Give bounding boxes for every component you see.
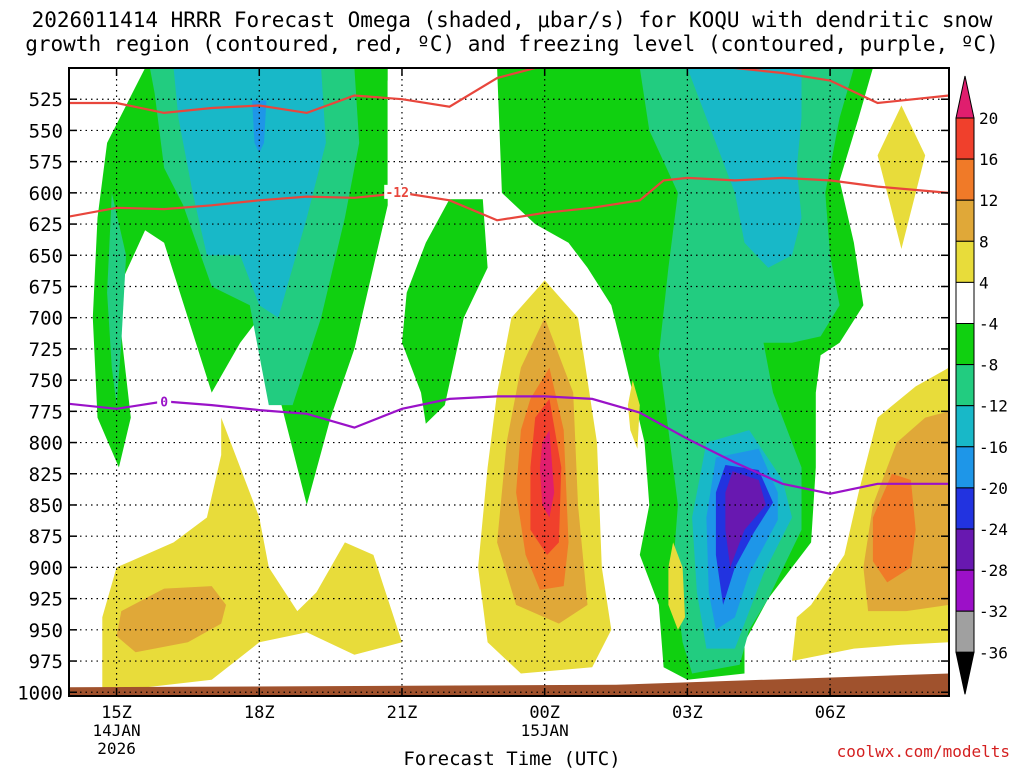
colorbar-label: -16 [979, 438, 1008, 457]
title-line-2: growth region (contoured, red, ºC) and f… [25, 32, 999, 56]
colorbar-box-2 [955, 158, 975, 201]
omega-neg12-east [687, 68, 802, 268]
y-tick-label: 825 [29, 464, 63, 486]
y-tick-label: 800 [29, 433, 63, 455]
x-tick-label: 18Z [244, 703, 275, 723]
series-line-1 [69, 68, 949, 115]
omega-pos4-blip [627, 380, 640, 449]
colorbar-label: -36 [979, 643, 1008, 662]
y-tick-label: 625 [29, 214, 63, 236]
y-tick-label: 975 [29, 651, 63, 673]
omega-pos20-center [539, 430, 555, 518]
colorbar-label: -12 [979, 397, 1008, 416]
x-tick-sublabel: 14JAN [92, 721, 140, 740]
y-tick-label: 850 [29, 495, 63, 517]
y-tick-label: 550 [29, 120, 63, 142]
x-tick-label: 15Z [101, 703, 132, 723]
colorbar-label: -20 [979, 479, 1008, 498]
y-tick-label: 600 [29, 183, 63, 205]
x-tick-label: 03Z [672, 703, 703, 723]
colorbar-bottom-arrow [955, 651, 975, 695]
y-tick-label: 725 [29, 339, 63, 361]
y-tick-label: 525 [29, 89, 63, 111]
colorbar-label: -24 [979, 520, 1008, 539]
colorbar-label: -32 [979, 602, 1008, 621]
y-tick-label: 575 [29, 152, 63, 174]
colorbar: 20 16 12 8 4 -4 -8 -12 -16 -20 -24 -28 -32 -36 [955, 75, 1008, 695]
colorbar-box-12 [955, 569, 975, 612]
y-tick-label: 700 [29, 308, 63, 330]
colorbar-top-arrow [955, 75, 975, 119]
plot-frame [68, 67, 950, 697]
omega-pos4-sw [102, 417, 403, 693]
colorbar-box-4 [955, 240, 975, 283]
series-line-2 [69, 395, 949, 495]
x-tick-label: 21Z [387, 703, 418, 723]
colorbar-label: 8 [979, 232, 989, 251]
colorbar-label: 12 [979, 191, 998, 210]
colorbar-label: -4 [979, 315, 998, 334]
x-tick-label: 00Z [529, 703, 560, 723]
colorbar-box-5 [955, 281, 975, 324]
y-tick-label: 925 [29, 589, 63, 611]
x-tick-sublabel: 15JAN [521, 721, 569, 740]
omega-pos4-blip2 [668, 542, 685, 630]
omega-neutral-gap-2 [492, 180, 500, 200]
x-tick-sublabel-2: 2026 [97, 739, 136, 758]
colorbar-label: -8 [979, 356, 998, 375]
y-tick-label: 950 [29, 620, 63, 642]
y-tick-label: 875 [29, 526, 63, 548]
colorbar-box-3 [955, 199, 975, 242]
y-tick-label: 900 [29, 557, 63, 579]
x-tick-label: 06Z [815, 703, 846, 723]
colorbar-label: -28 [979, 561, 1008, 580]
colorbar-box-6 [955, 323, 975, 366]
y-tick-label: 675 [29, 276, 63, 298]
contour-lines: -12 0 [69, 68, 949, 495]
dgz-label: -12 [385, 186, 408, 201]
colorbar-box-8 [955, 405, 975, 448]
chart-title: 2026011414 HRRR Forecast Omega (shaded, … [0, 8, 1024, 56]
omega-neg16-west [252, 100, 267, 153]
omega-neg12-west [173, 68, 326, 318]
colorbar-box-11 [955, 528, 975, 571]
colorbar-label: 16 [979, 150, 998, 169]
omega-pos12-e [872, 473, 916, 583]
colorbar-label: 4 [979, 273, 989, 292]
omega-neutral-gap [387, 80, 493, 200]
omega-pos8-sw [116, 586, 226, 653]
omega-shading [69, 68, 949, 696]
omega-pos4-ne [877, 105, 926, 249]
omega-neg24-east [725, 471, 766, 568]
terrain-ground [69, 673, 949, 696]
colorbar-box-1 [955, 117, 975, 160]
colorbar-box-10 [955, 487, 975, 530]
y-tick-label: 775 [29, 401, 63, 423]
colorbar-box-9 [955, 446, 975, 489]
x-axis-title: Forecast Time (UTC) [403, 748, 621, 770]
y-tick-label: 750 [29, 370, 63, 392]
colorbar-box-13 [955, 610, 975, 653]
title-line-1: 2026011414 HRRR Forecast Omega (shaded, … [31, 8, 993, 32]
credit-text: coolwx.com/modelts [836, 742, 1010, 761]
pressure-axis: 525 550 575 600 625 650 675 700 725 750 775 800 825 8… [17, 89, 949, 704]
omega-neg4-mid [402, 199, 488, 424]
series-line-0 [69, 176, 949, 222]
dgz-label-bg [384, 184, 411, 199]
colorbar-box-7 [955, 364, 975, 407]
grid-lines [69, 68, 949, 696]
freezing-label-bg [157, 393, 172, 409]
y-tick-label: 650 [29, 245, 63, 267]
freezing-label: 0 [160, 395, 168, 410]
y-tick-label: 1000 [17, 682, 63, 704]
colorbar-label: 20 [979, 109, 998, 128]
